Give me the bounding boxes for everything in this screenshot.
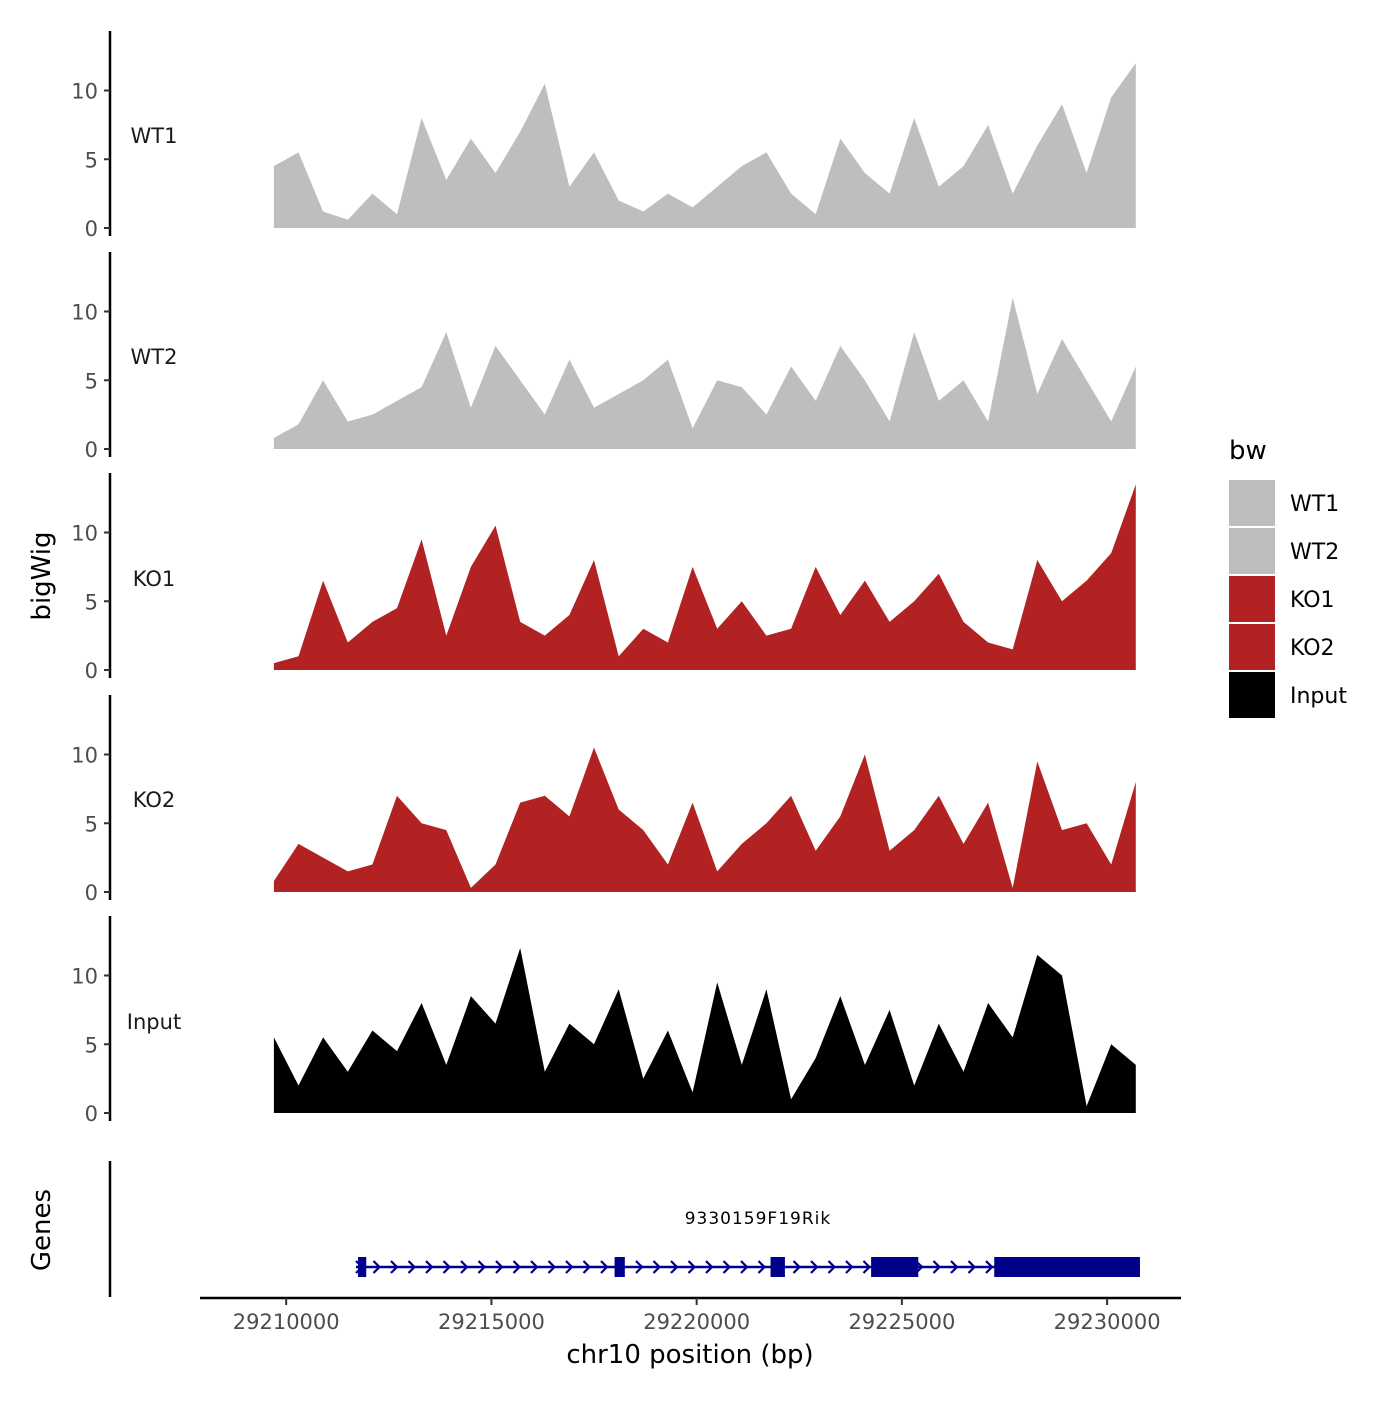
- strand-arrow: [810, 1260, 819, 1274]
- gene-exon: [994, 1257, 1140, 1277]
- strand-arrow: [565, 1260, 574, 1274]
- track-label: WT2: [131, 345, 178, 369]
- signal-area-ko1: [273, 484, 1136, 670]
- strand-arrow: [635, 1260, 644, 1274]
- signal-area-input: [273, 948, 1136, 1113]
- genes-panel: 9330159F19Rik: [108, 1161, 1140, 1297]
- gene-exon: [770, 1257, 785, 1277]
- genes-axis-title: Genes: [27, 1189, 57, 1271]
- strand-arrow: [600, 1260, 609, 1274]
- legend-swatch: [1229, 480, 1275, 526]
- legend: bw WT1 WT2 KO1 KO2 Input: [1229, 436, 1347, 718]
- y-tick-label: 0: [85, 881, 98, 905]
- x-axis: 29210000 29215000 29220000 29225000 29230000: [200, 1296, 1181, 1334]
- legend-label: KO2: [1290, 636, 1335, 661]
- legend-label: KO1: [1290, 588, 1335, 613]
- y-tick-label: 10: [71, 522, 98, 546]
- strand-arrow: [827, 1260, 837, 1274]
- legend-swatch: [1229, 576, 1275, 622]
- y-tick-label: 10: [71, 744, 98, 768]
- track-label: WT1: [131, 124, 178, 148]
- track-input: 0 5 10 Input: [71, 916, 1136, 1126]
- legend-item-wt2: WT2: [1229, 528, 1339, 574]
- track-panels: 0 5 10 WT1 0 5 10 WT2 0 5 10 KO1 0 5 10 KO2 0 5 10 Input: [71, 31, 1136, 1126]
- legend-swatch: [1229, 672, 1275, 718]
- strand-arrow: [740, 1260, 749, 1274]
- strand-arrow: [670, 1260, 679, 1274]
- strand-arrow: [582, 1260, 592, 1274]
- x-tick-label: 29210000: [233, 1310, 340, 1334]
- signal-area-wt2: [273, 297, 1136, 449]
- track-wt2: 0 5 10 WT2: [71, 252, 1136, 462]
- x-tick-label: 29215000: [438, 1310, 545, 1334]
- x-tick-label: 29220000: [643, 1310, 750, 1334]
- y-tick-label: 0: [85, 1102, 98, 1126]
- strand-arrow: [547, 1260, 557, 1274]
- legend-item-wt1: WT1: [1229, 480, 1339, 526]
- strand-arrow: [722, 1260, 732, 1274]
- strand-arrow: [705, 1260, 714, 1274]
- y-tick-label: 5: [85, 148, 98, 172]
- gene-name-label: 9330159F19Rik: [685, 1209, 832, 1229]
- legend-item-ko1: KO1: [1229, 576, 1335, 622]
- y-tick-label: 5: [85, 590, 98, 614]
- strand-arrow: [495, 1260, 504, 1274]
- strand-arrow: [757, 1260, 767, 1274]
- y-tick-label: 5: [85, 369, 98, 393]
- y-tick-label: 0: [85, 659, 98, 683]
- signal-area-wt1: [273, 63, 1136, 228]
- y-tick-label: 5: [85, 812, 98, 836]
- strand-arrow: [950, 1260, 959, 1274]
- strand-arrow: [932, 1260, 942, 1274]
- strand-arrow: [652, 1260, 662, 1274]
- legend-title: bw: [1229, 436, 1267, 466]
- gene-exon: [358, 1257, 367, 1277]
- signal-area-ko2: [273, 747, 1136, 892]
- y-tick-label: 0: [85, 217, 98, 241]
- y-tick-label: 10: [71, 301, 98, 325]
- legend-label: WT1: [1290, 492, 1339, 517]
- gene-exon: [614, 1257, 625, 1277]
- gene-exon: [871, 1257, 919, 1277]
- x-tick-label: 29225000: [848, 1310, 955, 1334]
- strand-arrow: [845, 1260, 854, 1274]
- track-wt1: 0 5 10 WT1: [71, 31, 1136, 241]
- legend-label: WT2: [1290, 540, 1339, 565]
- strand-arrow: [985, 1260, 994, 1274]
- strand-arrow: [530, 1260, 539, 1274]
- legend-label: Input: [1290, 684, 1347, 709]
- legend-swatch: [1229, 624, 1275, 670]
- strand-arrow: [792, 1260, 802, 1274]
- track-label: KO2: [133, 788, 176, 812]
- track-label: KO1: [133, 567, 176, 591]
- strand-arrow: [442, 1260, 452, 1274]
- y-tick-label: 10: [71, 965, 98, 989]
- legend-item-ko2: KO2: [1229, 624, 1335, 670]
- y-tick-label: 0: [85, 438, 98, 462]
- y-tick-label: 10: [71, 80, 98, 104]
- y-tick-label: 5: [85, 1033, 98, 1057]
- legend-swatch: [1229, 528, 1275, 574]
- strand-arrow: [512, 1260, 522, 1274]
- strand-arrow: [372, 1260, 382, 1274]
- x-tick-label: 29230000: [1054, 1310, 1161, 1334]
- strand-arrow: [390, 1260, 399, 1274]
- strand-arrow: [407, 1260, 417, 1274]
- strand-arrow: [687, 1260, 697, 1274]
- track-ko2: 0 5 10 KO2: [71, 695, 1136, 905]
- strand-arrow: [460, 1260, 469, 1274]
- y-axis-title: bigWig: [27, 531, 57, 620]
- track-label: Input: [127, 1010, 181, 1034]
- strand-arrow: [967, 1260, 977, 1274]
- strand-arrow: [425, 1260, 434, 1274]
- legend-item-input: Input: [1229, 672, 1347, 718]
- strand-arrow: [862, 1260, 872, 1274]
- x-axis-title: chr10 position (bp): [566, 1340, 813, 1370]
- strand-arrow: [477, 1260, 487, 1274]
- track-ko1: 0 5 10 KO1: [71, 473, 1136, 683]
